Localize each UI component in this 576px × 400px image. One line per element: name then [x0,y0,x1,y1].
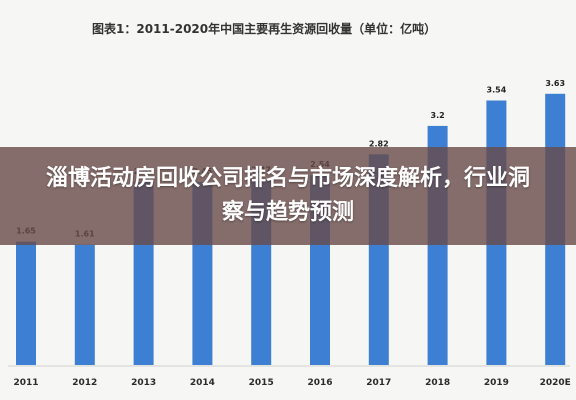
x-tick-2014: 2014 [190,378,215,388]
data-label-2018: 3.2 [431,111,445,120]
x-tick-2012: 2012 [72,378,97,388]
x-tick-2013: 2013 [131,378,156,388]
data-label-2020E: 3.63 [545,79,565,88]
headline-text: 淄博活动房回收公司排名与市场深度解析，行业洞察与趋势预测 [45,166,530,225]
x-tick-2018: 2018 [425,378,450,388]
headline-banner: 淄博活动房回收公司排名与市场深度解析，行业洞察与趋势预测 [0,147,576,245]
x-tick-2017: 2017 [366,378,391,388]
x-tick-labels: 2011 2012 2013 2014 2015 2016 2017 2018 2019 2020… [13,378,570,388]
chart-title: 图表1：2011-2020年中国主要再生资源回收量（单位：亿吨） [92,22,437,36]
x-tick-2020E: 2020E [540,378,571,388]
data-label-2017: 2.82 [369,139,389,148]
x-tick-2019: 2019 [484,378,509,388]
x-tick-2011: 2011 [13,378,38,388]
data-label-2019: 3.54 [487,86,507,95]
bar-2012 [74,244,95,365]
bar-2011 [16,241,36,365]
x-tick-2016: 2016 [307,378,332,388]
x-tick-2015: 2015 [249,378,274,388]
